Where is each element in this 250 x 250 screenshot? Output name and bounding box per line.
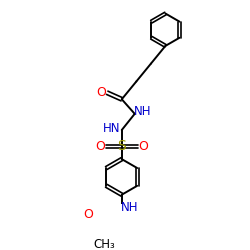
Text: CH₃: CH₃ bbox=[93, 238, 115, 250]
Text: O: O bbox=[96, 86, 106, 99]
Text: HN: HN bbox=[103, 122, 121, 135]
Text: NH: NH bbox=[121, 201, 138, 214]
Text: O: O bbox=[95, 140, 105, 153]
Text: NH: NH bbox=[134, 105, 152, 118]
Text: O: O bbox=[139, 140, 148, 153]
Text: O: O bbox=[84, 208, 94, 222]
Text: S: S bbox=[118, 139, 126, 153]
